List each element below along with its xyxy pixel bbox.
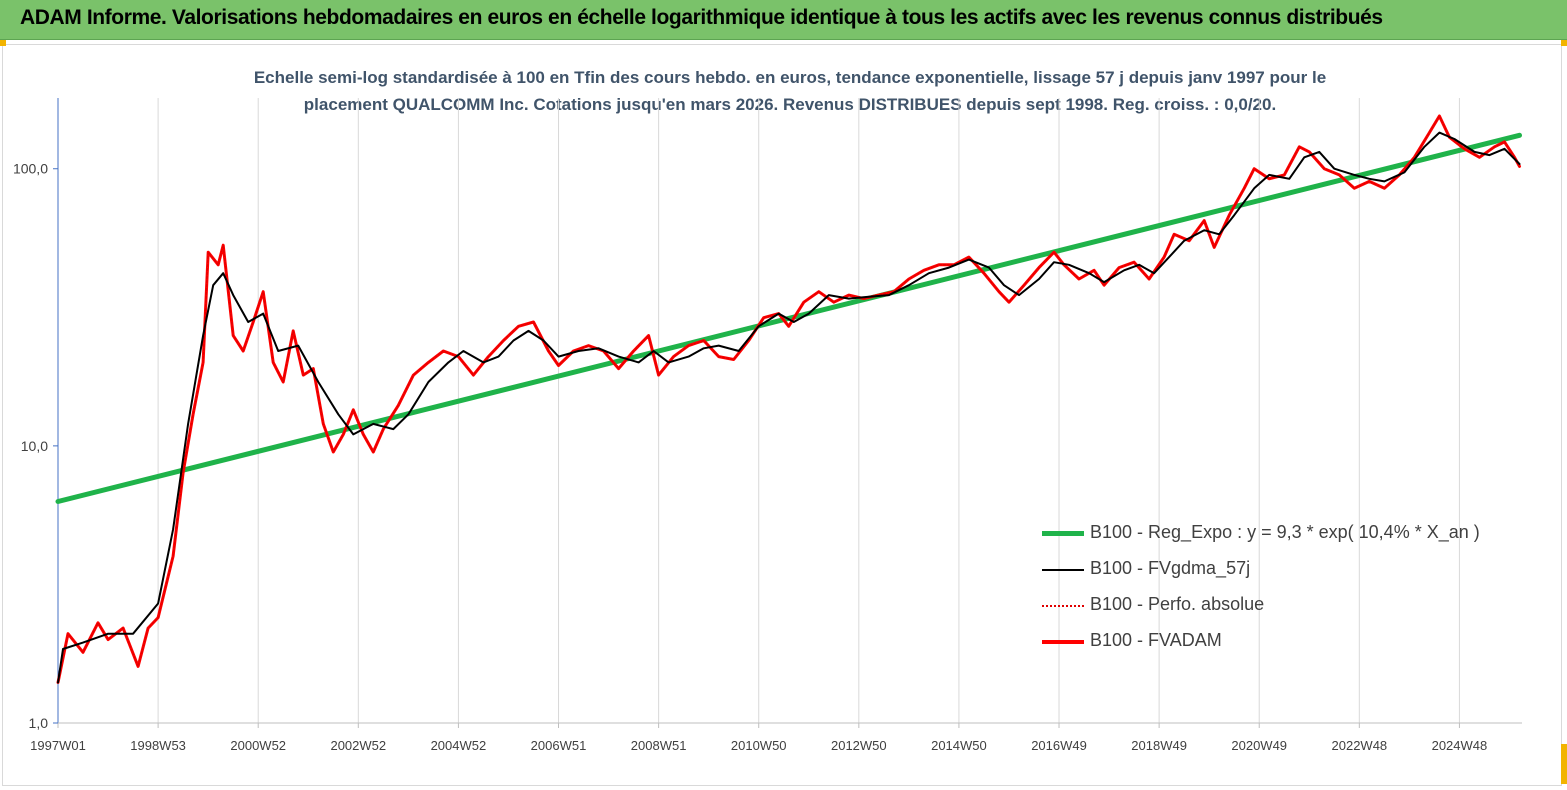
x-tick-label: 1998W53 xyxy=(130,738,186,753)
chart-subtitle-line-1: Echelle semi-log standardisée à 100 en T… xyxy=(253,68,1327,87)
legend-item-fvadam: B100 - FVADAM xyxy=(1040,630,1520,654)
legend-item-smooth: B100 - FVgdma_57j xyxy=(1040,558,1520,582)
y-tick-label: 100,0 xyxy=(13,161,48,177)
x-tick-label: 1997W01 xyxy=(30,738,86,753)
x-tick-label: 2008W51 xyxy=(631,738,687,753)
legend-swatch-fvadam xyxy=(1042,640,1084,644)
corner-mark-bottom-right xyxy=(1561,744,1567,784)
corner-mark-top-right xyxy=(1561,40,1567,46)
corner-mark-top-left xyxy=(0,40,6,46)
legend-swatch-smooth xyxy=(1042,569,1084,571)
x-tick-label: 2024W48 xyxy=(1432,738,1488,753)
series-line-smooth xyxy=(57,131,1521,684)
legend-item-perf: B100 - Perfo. absolue xyxy=(1040,594,1520,618)
series-line-dotted xyxy=(57,115,1521,684)
x-tick-label: 2006W51 xyxy=(531,738,587,753)
legend-label-smooth: B100 - FVgdma_57j xyxy=(1090,558,1251,578)
x-tick-label: 2012W50 xyxy=(831,738,887,753)
legend-label-perf: B100 - Perfo. absolue xyxy=(1090,594,1265,614)
x-tick-label: 2000W52 xyxy=(230,738,286,753)
legend-label-trend: B100 - Reg_Expo : y = 9,3 * exp( 10,4% *… xyxy=(1090,522,1480,542)
y-tick-label: 1,0 xyxy=(29,715,49,731)
x-tick-label: 2018W49 xyxy=(1131,738,1187,753)
x-tick-label: 2020W49 xyxy=(1231,738,1287,753)
y-tick-label: 10,0 xyxy=(21,438,48,454)
chart-frame xyxy=(2,44,1562,786)
chart-subtitle-line-2: placement QUALCOMM Inc. Cotations jusqu'… xyxy=(303,95,1277,114)
x-tick-label: 2004W52 xyxy=(431,738,487,753)
title-banner: ADAM Informe. Valorisations hebdomadaire… xyxy=(0,0,1567,40)
x-tick-label: 2002W52 xyxy=(330,738,386,753)
x-tick-label: 2016W49 xyxy=(1031,738,1087,753)
x-tick-label: 2022W48 xyxy=(1332,738,1388,753)
x-tick-label: 2010W50 xyxy=(731,738,787,753)
page-title: ADAM Informe. Valorisations hebdomadaire… xyxy=(20,6,1383,29)
x-tick-label: 2014W50 xyxy=(931,738,987,753)
legend-label-fvadam: B100 - FVADAM xyxy=(1090,630,1222,650)
legend-swatch-perf xyxy=(1042,605,1084,607)
legend-swatch-trend xyxy=(1042,531,1084,536)
legend-item-trend: B100 - Reg_Expo : y = 9,3 * exp( 10,4% *… xyxy=(1040,522,1520,546)
